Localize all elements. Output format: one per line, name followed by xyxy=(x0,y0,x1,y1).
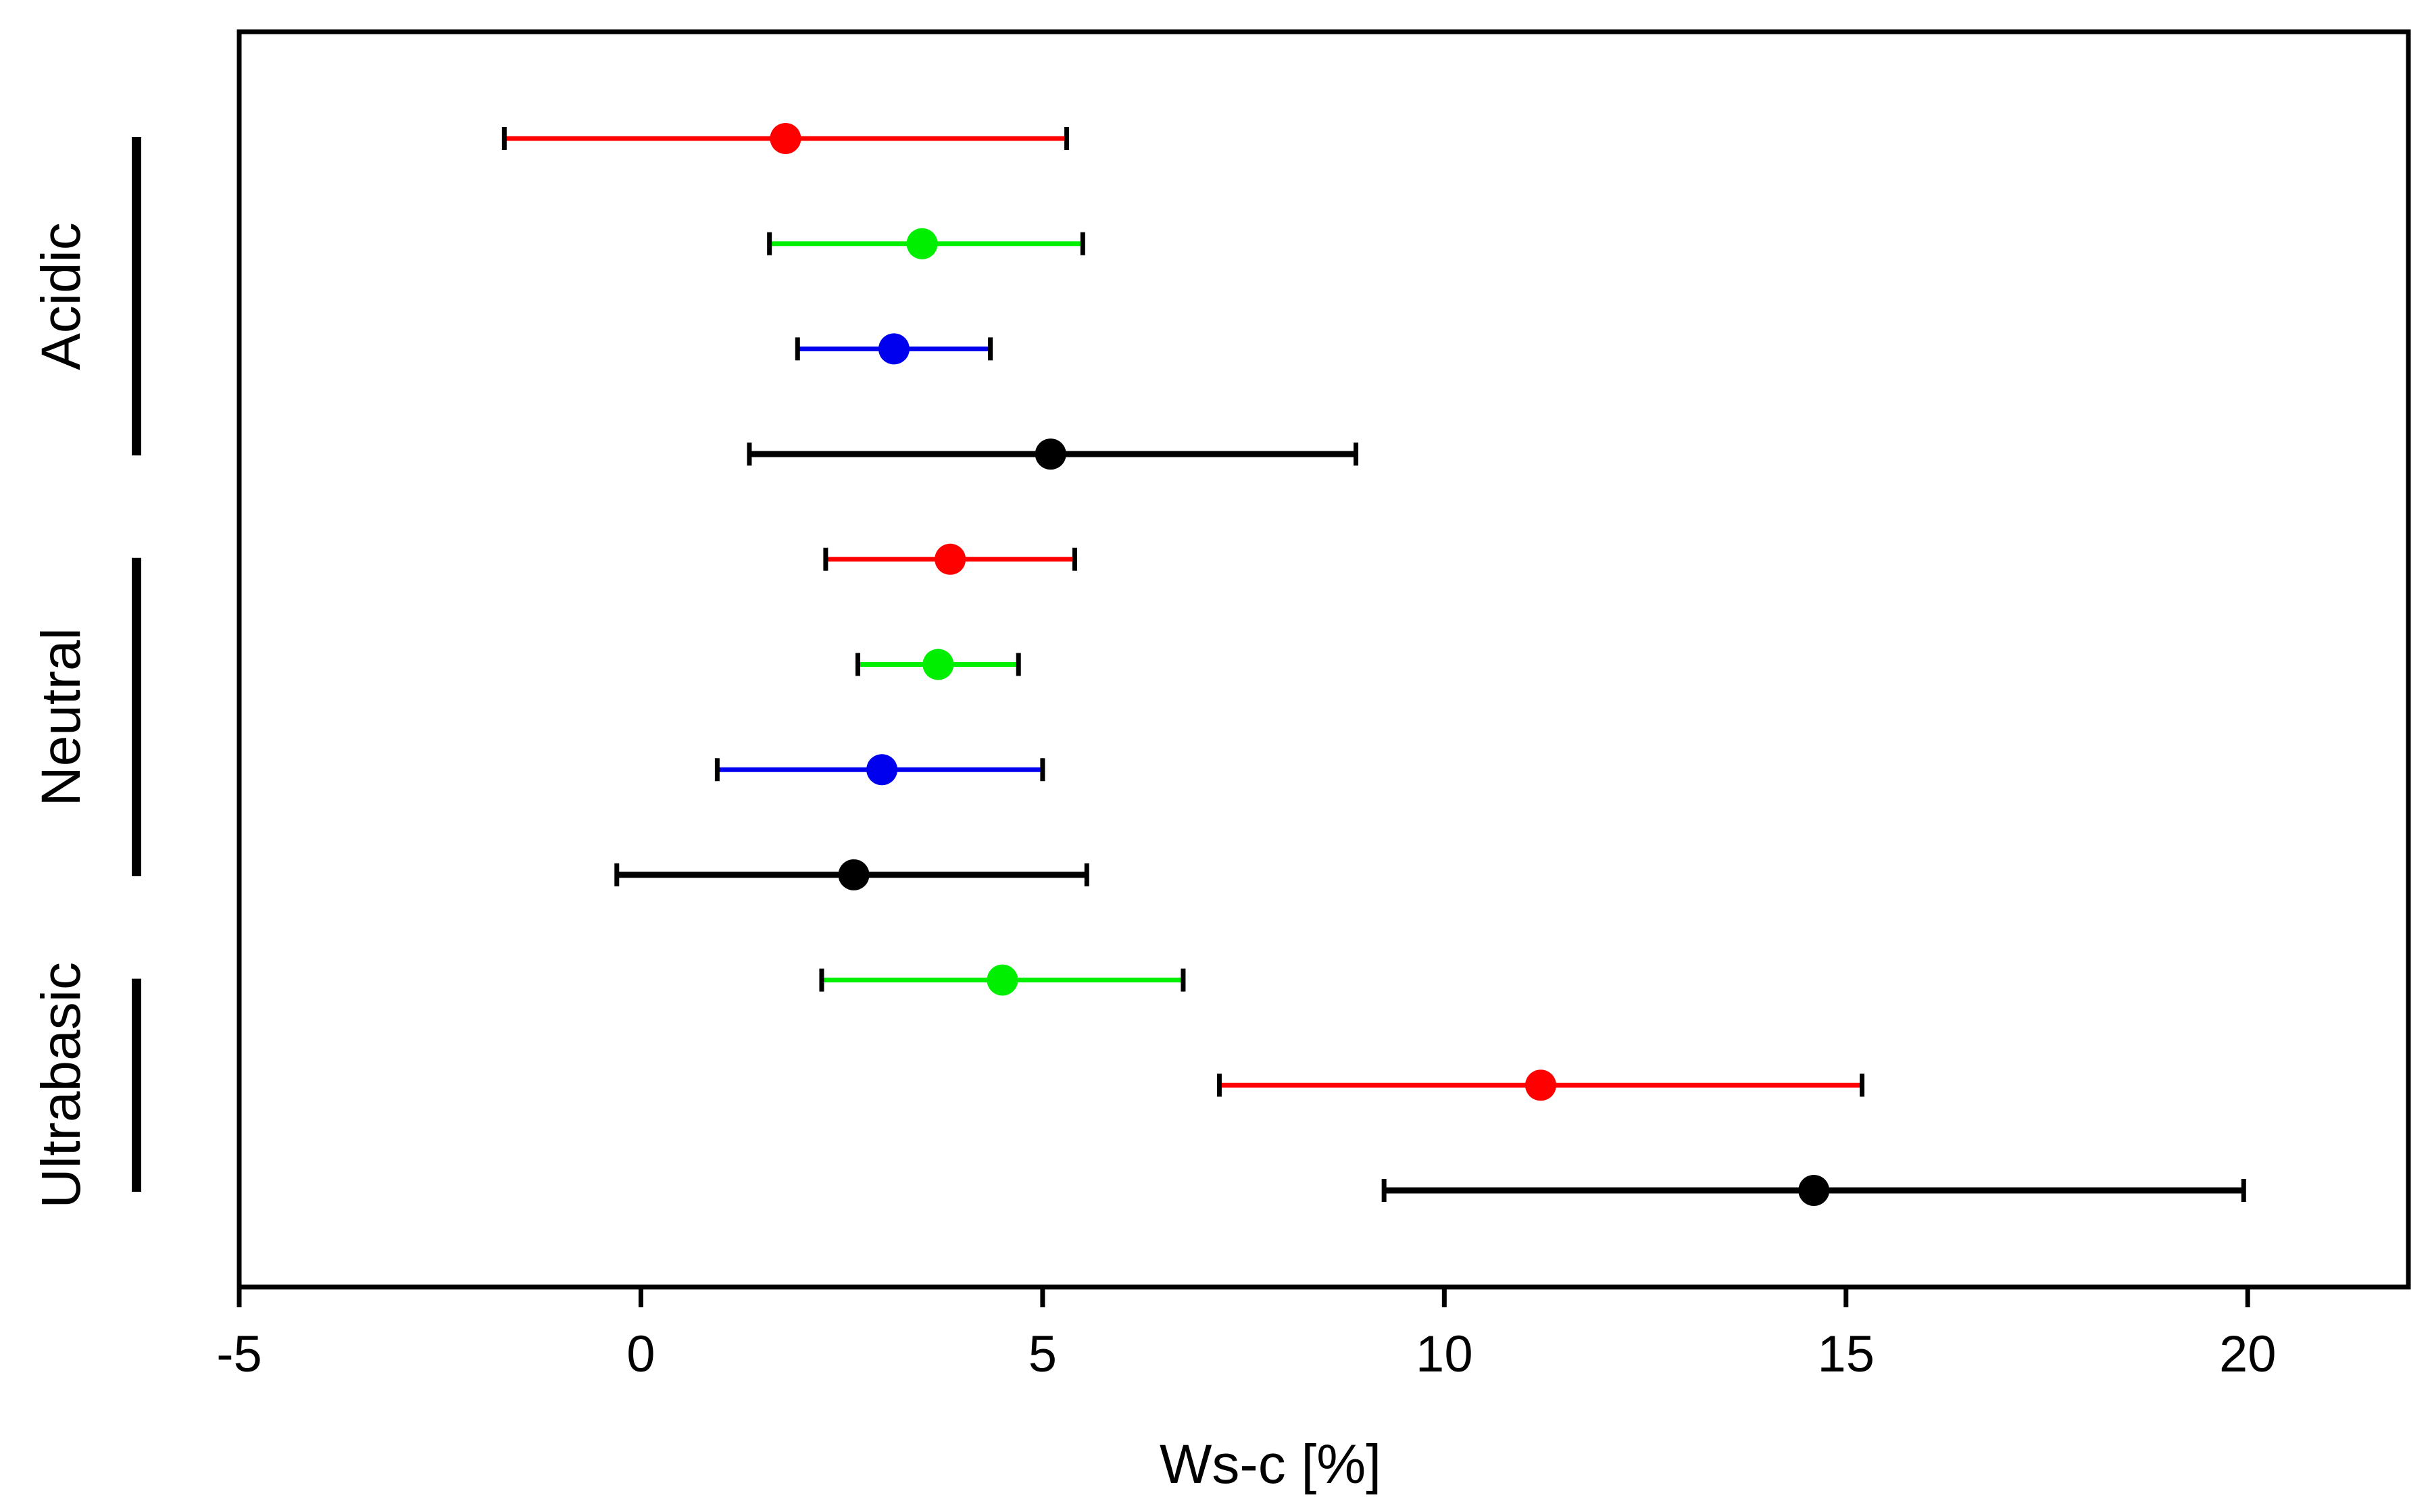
mean-marker xyxy=(922,649,954,680)
mean-marker xyxy=(906,228,938,259)
mean-marker xyxy=(770,123,801,154)
mean-marker xyxy=(878,333,910,365)
mean-marker xyxy=(987,964,1018,996)
mean-marker xyxy=(838,859,870,890)
mean-marker xyxy=(1035,438,1066,470)
x-tick-label: 10 xyxy=(1416,1326,1473,1383)
x-axis-title: Ws-c [%] xyxy=(1160,1434,1381,1495)
mean-marker xyxy=(1525,1069,1556,1101)
x-tick-label: -5 xyxy=(216,1326,262,1383)
mean-marker xyxy=(935,543,966,575)
mean-marker xyxy=(866,754,898,786)
x-tick-label: 20 xyxy=(2219,1326,2277,1383)
x-tick-label: 0 xyxy=(626,1326,655,1383)
group-brackets: Acidic Neutral Ultrabasic xyxy=(30,137,141,1209)
x-tick-label: 15 xyxy=(1818,1326,1875,1383)
error-bars xyxy=(501,127,2246,1202)
plot-frame xyxy=(237,29,2411,1290)
x-axis-ticks xyxy=(237,1287,2250,1307)
x-axis-tick-labels: -5 0 5 10 15 20 xyxy=(216,1326,2276,1383)
group-label-ultrabasic: Ultrabasic xyxy=(30,962,92,1209)
x-tick-label: 5 xyxy=(1028,1326,1057,1383)
group-label-acidic: Acidic xyxy=(30,222,92,370)
mean-markers xyxy=(770,123,1830,1206)
group-label-neutral: Neutral xyxy=(30,628,92,806)
mean-marker xyxy=(1798,1175,1830,1206)
